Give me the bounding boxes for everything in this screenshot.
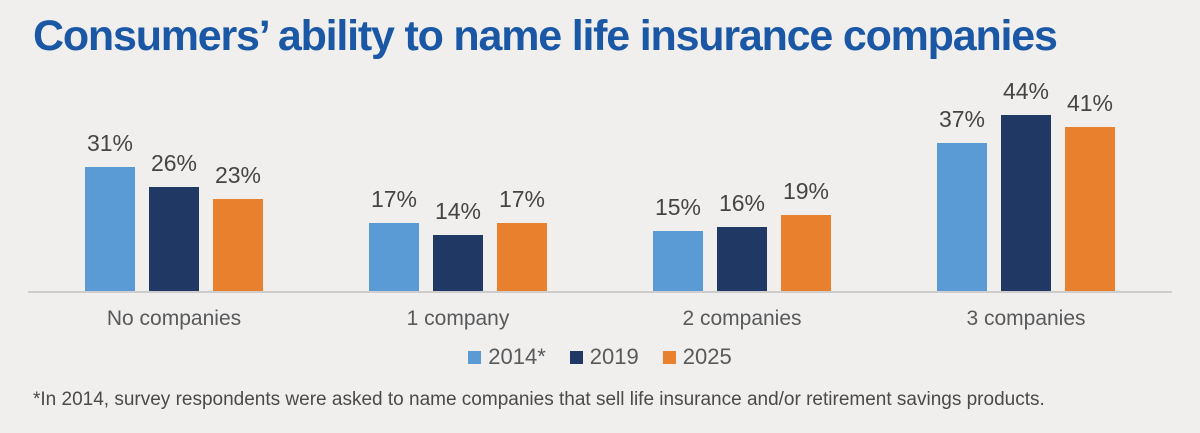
legend-swatch-2025 xyxy=(662,350,676,364)
legend-label-2025: 2025 xyxy=(682,344,732,369)
bar-group-no-companies: 31% 26% 23% No companies xyxy=(78,130,270,330)
bar-cell-2025-3-companies: 41% xyxy=(1065,90,1115,291)
bar-cell-2014-1-company: 17% xyxy=(369,186,419,291)
bar-2019-2-companies xyxy=(717,227,767,291)
bar-cell-2014-3-companies: 37% xyxy=(937,106,987,291)
legend-label-2019: 2019 xyxy=(589,344,639,369)
bar-value-label: 37% xyxy=(938,106,986,132)
bar-2014-3-companies xyxy=(937,143,987,291)
bar-2025-3-companies xyxy=(1065,127,1115,291)
bar-value-label: 41% xyxy=(1066,90,1114,116)
bar-value-label: 16% xyxy=(718,190,766,216)
x-axis-label-no-companies: No companies xyxy=(106,307,242,330)
bar-cell-2014-2-companies: 15% xyxy=(653,194,703,291)
bar-2019-1-company xyxy=(433,235,483,291)
bar-cell-2019-1-company: 14% xyxy=(433,198,483,291)
bar-cell-2019-no-companies: 26% xyxy=(149,150,199,291)
bar-2019-3-companies xyxy=(1001,115,1051,291)
legend-item-2014: 2014* xyxy=(468,344,546,370)
bar-group-3-companies: 37% 44% 41% 3 companies xyxy=(930,78,1122,330)
legend-item-2025: 2025 xyxy=(662,344,732,370)
chart-title: Consumers’ ability to name life insuranc… xyxy=(33,12,1058,60)
plot-area: 31% 26% 23% No companies 17% 14% 17% 1 company 1… xyxy=(28,78,1172,330)
chart-legend: 2014* 2019 2025 xyxy=(0,344,1200,370)
bar-cell-2025-no-companies: 23% xyxy=(213,162,263,291)
bar-value-label: 31% xyxy=(86,130,134,156)
bar-cell-2025-1-company: 17% xyxy=(497,186,547,291)
legend-item-2019: 2019 xyxy=(569,344,639,370)
bar-value-label: 44% xyxy=(1002,78,1050,104)
bar-2014-2-companies xyxy=(653,231,703,291)
bar-value-label: 14% xyxy=(434,198,482,224)
x-axis-label-3-companies: 3 companies xyxy=(966,307,1086,330)
bar-value-label: 19% xyxy=(782,178,830,204)
bar-2014-1-company xyxy=(369,223,419,291)
legend-swatch-2014 xyxy=(468,350,482,364)
bar-2019-no-companies xyxy=(149,187,199,291)
bar-cell-2014-no-companies: 31% xyxy=(85,130,135,291)
bar-group-2-companies: 15% 16% 19% 2 companies xyxy=(646,178,838,330)
x-axis-label-2-companies: 2 companies xyxy=(682,307,802,330)
bar-value-label: 17% xyxy=(498,186,546,212)
bar-2025-no-companies xyxy=(213,199,263,291)
bar-cell-2025-2-companies: 19% xyxy=(781,178,831,291)
bar-value-label: 26% xyxy=(150,150,198,176)
bar-2014-no-companies xyxy=(85,167,135,291)
bar-group-1-company: 17% 14% 17% 1 company xyxy=(362,186,554,330)
x-axis-label-1-company: 1 company xyxy=(406,307,510,330)
bar-value-label: 23% xyxy=(214,162,262,188)
bar-2025-2-companies xyxy=(781,215,831,291)
bar-2025-1-company xyxy=(497,223,547,291)
bar-value-label: 17% xyxy=(370,186,418,212)
legend-swatch-2019 xyxy=(569,350,583,364)
bar-value-label: 15% xyxy=(654,194,702,220)
chart-footnote: *In 2014, survey respondents were asked … xyxy=(33,389,1045,410)
bar-cell-2019-3-companies: 44% xyxy=(1001,78,1051,291)
bar-cell-2019-2-companies: 16% xyxy=(717,190,767,291)
legend-label-2014: 2014* xyxy=(488,344,546,369)
